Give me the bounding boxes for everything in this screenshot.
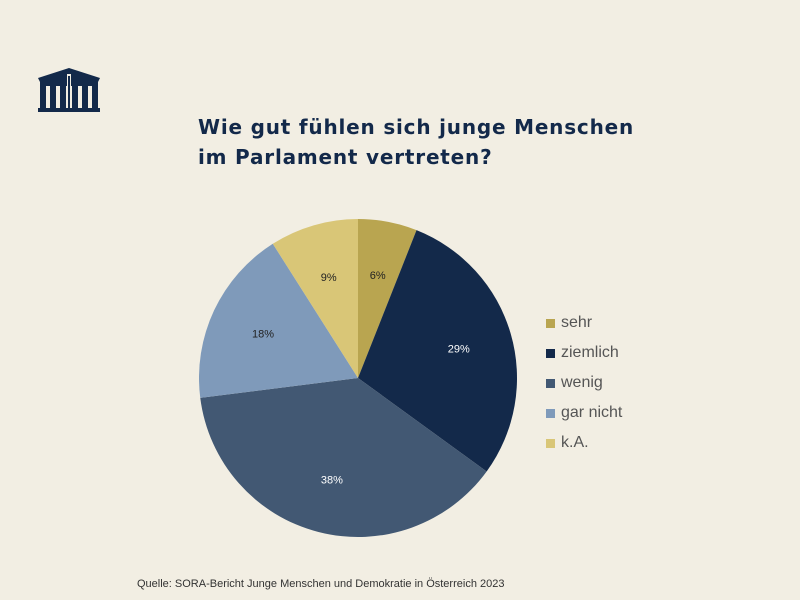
pie-slice-gar-nicht: [199, 243, 358, 398]
parliament-logo-icon: [38, 68, 100, 112]
legend-item: sehr: [546, 308, 622, 338]
legend-item: ziemlich: [546, 338, 622, 368]
legend-swatch: [546, 378, 555, 388]
data-label: 38%: [321, 475, 343, 487]
legend-swatch: [546, 318, 555, 328]
legend-swatch: [546, 408, 555, 418]
chart-title: Wie gut fühlen sich junge Menschen im Pa…: [198, 112, 634, 172]
title-line-1: Wie gut fühlen sich junge Menschen: [198, 115, 635, 139]
pie-slice-k-a-: [272, 219, 358, 378]
pie-slice-ziemlich: [358, 230, 517, 472]
title-line-2: im Parlament vertreten?: [198, 145, 493, 169]
pie-slice-wenig: [200, 378, 487, 537]
data-label: 6%: [370, 270, 386, 282]
legend-label: k.A.: [561, 434, 589, 451]
data-label: 18%: [252, 328, 274, 340]
source-note: Quelle: SORA-Bericht Junge Menschen und …: [137, 578, 505, 590]
legend-label: wenig: [561, 374, 603, 391]
data-label: 9%: [321, 272, 337, 284]
legend-label: gar nicht: [561, 404, 623, 421]
legend-item: gar nicht: [546, 398, 622, 428]
legend-swatch: [546, 438, 555, 448]
data-label: 29%: [448, 344, 470, 356]
legend: sehr ziemlich wenig gar nicht k.A.: [546, 308, 622, 458]
legend-label: sehr: [561, 314, 593, 331]
legend-swatch: [546, 348, 555, 358]
legend-item: wenig: [546, 368, 622, 398]
legend-item: k.A.: [546, 428, 622, 458]
legend-label: ziemlich: [561, 344, 619, 361]
pie-slice-sehr: [358, 219, 417, 378]
